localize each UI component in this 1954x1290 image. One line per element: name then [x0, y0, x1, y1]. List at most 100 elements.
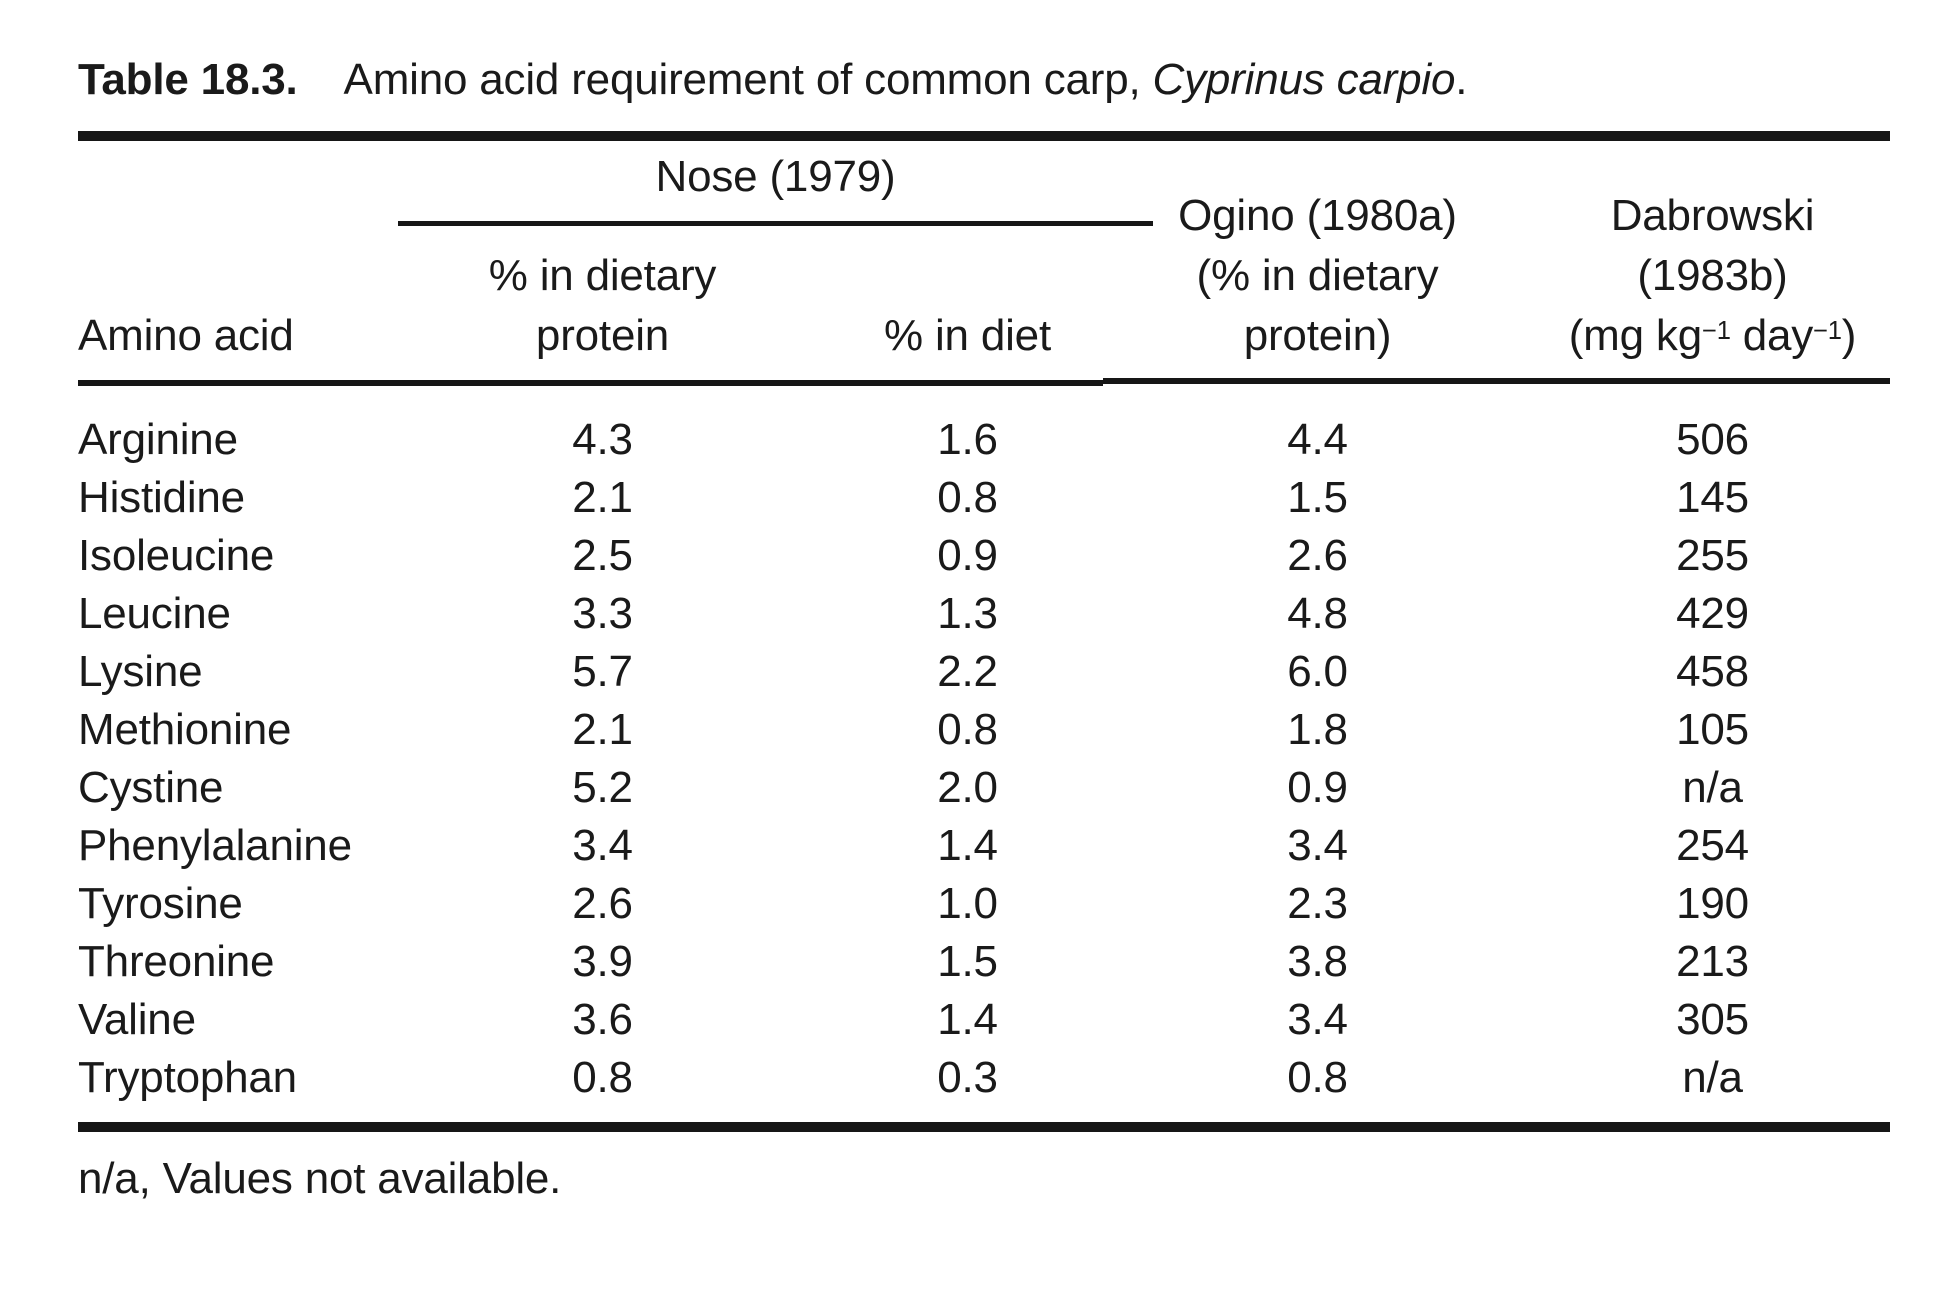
column-header-dabrowski-1983b: Dabrowski (1983b) (mg kg−1 day−1) [1535, 186, 1890, 366]
value-cell: 2.5 [572, 531, 633, 580]
value-cell: 0.9 [1287, 763, 1348, 812]
header-line: Dabrowski [1610, 191, 1815, 240]
unit-superscript: −1 [1813, 316, 1842, 345]
value-cell: 3.4 [1287, 995, 1348, 1044]
value-cell: 255 [1676, 531, 1749, 580]
value-cell: 254 [1676, 821, 1749, 870]
value-cell: 3.6 [572, 995, 633, 1044]
value-cell: 458 [1676, 647, 1749, 696]
table-row: Lysine 5.7 2.2 6.0 458 [78, 643, 1890, 701]
value-cell: 5.7 [572, 647, 633, 696]
value-cell: 1.3 [937, 589, 998, 638]
header-divider-right-segment [1103, 378, 1890, 384]
value-cell: 1.8 [1287, 705, 1348, 754]
amino-acid-cell: Leucine [78, 589, 231, 638]
value-cell: 4.8 [1287, 589, 1348, 638]
value-cell: 1.4 [937, 995, 998, 1044]
value-cell: 429 [1676, 589, 1749, 638]
column-header-ogino-1980a: Ogino (1980a) (% in dietary protein) [1100, 186, 1535, 366]
value-cell: 5.2 [572, 763, 633, 812]
caption-period: . [1455, 55, 1468, 104]
unit-superscript: −1 [1702, 316, 1731, 345]
value-cell: 2.1 [572, 705, 633, 754]
value-cell: 506 [1676, 415, 1749, 464]
value-cell: 4.3 [572, 415, 633, 464]
value-cell: 0.8 [572, 1053, 633, 1102]
value-cell: 0.8 [937, 705, 998, 754]
species-name-italic: Cyprinus carpio [1152, 55, 1456, 104]
value-cell: 145 [1676, 473, 1749, 522]
table-row: Tryptophan 0.8 0.3 0.8 n/a [78, 1049, 1890, 1107]
table-row: Cystine 5.2 2.0 0.9 n/a [78, 759, 1890, 817]
value-cell: 3.4 [1287, 821, 1348, 870]
column-header-pct-dietary-protein: % in dietary protein [370, 246, 835, 366]
table-row: Histidine 2.1 0.8 1.5 145 [78, 469, 1890, 527]
column-header-amino-acid: Amino acid [78, 311, 294, 360]
table-row: Leucine 3.3 1.3 4.8 429 [78, 585, 1890, 643]
header-line: % in dietary [488, 251, 717, 300]
spanner-underline-rule [398, 221, 1153, 226]
value-cell: 2.6 [572, 879, 633, 928]
value-cell: 2.3 [1287, 879, 1348, 928]
table-row: Isoleucine 2.5 0.9 2.6 255 [78, 527, 1890, 585]
value-cell: 4.4 [1287, 415, 1348, 464]
value-cell: 2.2 [937, 647, 998, 696]
value-cell: n/a [1682, 1053, 1743, 1102]
table-footnote: n/a, Values not available. [78, 1154, 562, 1203]
table-row: Threonine 3.9 1.5 3.8 213 [78, 933, 1890, 991]
table-row: Arginine 4.3 1.6 4.4 506 [78, 411, 1890, 469]
value-cell: 1.4 [937, 821, 998, 870]
value-cell: 2.0 [937, 763, 998, 812]
value-cell: 213 [1676, 937, 1749, 986]
amino-acid-cell: Tryptophan [78, 1053, 297, 1102]
header-line: (% in dietary [1196, 251, 1439, 300]
table-number-label: Table 18.3. [78, 55, 298, 104]
value-cell: 1.0 [937, 879, 998, 928]
value-cell: 2.6 [1287, 531, 1348, 580]
value-cell: 2.1 [572, 473, 633, 522]
value-cell: 1.6 [937, 415, 998, 464]
amino-acid-cell: Arginine [78, 415, 238, 464]
amino-acid-table: Arginine 4.3 1.6 4.4 506 Histidine 2.1 0… [78, 411, 1890, 1107]
header-line: protein [535, 311, 670, 360]
amino-acid-cell: Cystine [78, 763, 224, 812]
header-divider-left-segment [78, 380, 1103, 386]
amino-acid-cell: Isoleucine [78, 531, 275, 580]
header-line: (1983b) [1637, 251, 1788, 300]
top-border-rule [78, 131, 1890, 141]
value-cell: n/a [1682, 763, 1743, 812]
spanner-heading-nose-1979: Nose (1979) [655, 152, 896, 201]
table-block: Table 18.3. Amino acid requirement of com… [78, 0, 1890, 1204]
unit-text: day [1730, 311, 1814, 360]
value-cell: 3.3 [572, 589, 633, 638]
value-cell: 1.5 [1287, 473, 1348, 522]
table-row: Tyrosine 2.6 1.0 2.3 190 [78, 875, 1890, 933]
table-row: Valine 3.6 1.4 3.4 305 [78, 991, 1890, 1049]
table-header: Nose (1979) Amino acid % in dietary prot… [78, 141, 1890, 378]
value-cell: 0.8 [1287, 1053, 1348, 1102]
table-caption-text: Amino acid requirement of common carp, [343, 55, 1153, 104]
value-cell: 0.8 [937, 473, 998, 522]
value-cell: 1.5 [937, 937, 998, 986]
value-cell: 6.0 [1287, 647, 1348, 696]
value-cell: 190 [1676, 879, 1749, 928]
amino-acid-cell: Threonine [78, 937, 275, 986]
unit-text: (mg kg [1568, 311, 1703, 360]
header-line: protein) [1243, 311, 1392, 360]
table-row: Phenylalanine 3.4 1.4 3.4 254 [78, 817, 1890, 875]
value-cell: 105 [1676, 705, 1749, 754]
amino-acid-cell: Methionine [78, 705, 292, 754]
amino-acid-cell: Histidine [78, 473, 245, 522]
bottom-border-rule [78, 1122, 1890, 1132]
header-divider-rule [78, 378, 1890, 386]
value-cell: 0.3 [937, 1053, 998, 1102]
header-line: Ogino (1980a) [1178, 191, 1457, 240]
amino-acid-cell: Phenylalanine [78, 821, 352, 870]
value-cell: 3.4 [572, 821, 633, 870]
amino-acid-cell: Tyrosine [78, 879, 243, 928]
amino-acid-cell: Lysine [78, 647, 203, 696]
unit-text: ) [1841, 311, 1857, 360]
table-row: Methionine 2.1 0.8 1.8 105 [78, 701, 1890, 759]
value-cell: 0.9 [937, 531, 998, 580]
